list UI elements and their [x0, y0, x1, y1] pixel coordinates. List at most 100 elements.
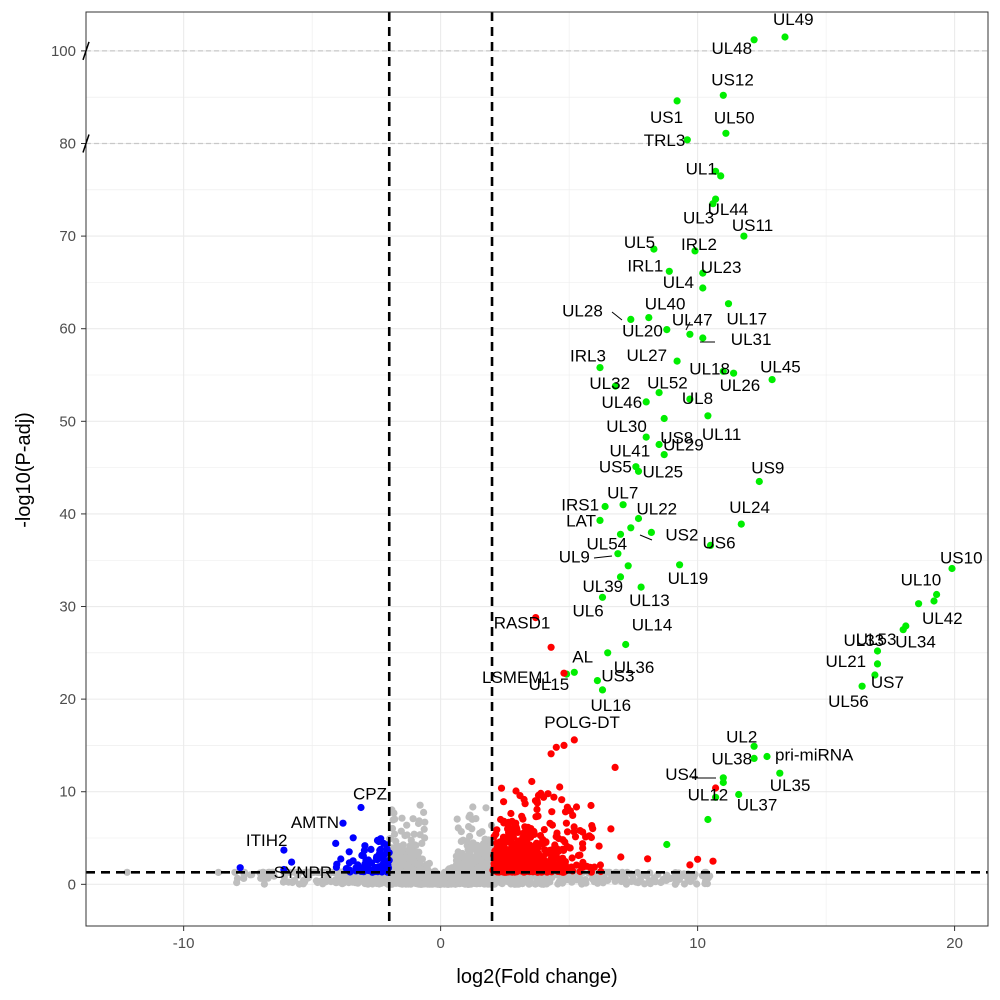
viral-point: [704, 412, 712, 420]
point-label: US2: [665, 525, 698, 544]
axis-break-mark: [82, 134, 90, 153]
point-label: UL37: [737, 796, 778, 815]
viral-point: [614, 550, 622, 558]
up-host-point: [595, 842, 603, 850]
point-label: UL5: [624, 233, 655, 252]
point-label: UL20: [622, 322, 663, 341]
up-host-point: [562, 819, 571, 827]
up-host-point: [686, 861, 694, 869]
up-host-point: [507, 830, 515, 838]
ns-point: [513, 880, 521, 888]
down-point: [362, 857, 370, 865]
ns-point: [421, 818, 429, 826]
ns-point: [345, 875, 353, 883]
ns-point: [480, 844, 489, 852]
viral-point: [673, 97, 681, 105]
ns-point: [401, 854, 409, 862]
viral-point: [634, 514, 643, 523]
viral-point: [719, 367, 727, 375]
y-tick-label: 40: [59, 506, 76, 523]
ns-point: [280, 873, 288, 881]
point-label: UL50: [714, 108, 755, 127]
point-label: SYNPR: [274, 863, 333, 882]
viral-point: [706, 541, 715, 550]
up-host-point: [587, 801, 595, 810]
up-host-point: [508, 841, 516, 849]
ns-point: [366, 877, 374, 885]
up-host-point: [588, 822, 596, 830]
point-label: LAT: [566, 511, 596, 530]
viral-point: [719, 778, 727, 787]
viral-point: [660, 414, 668, 423]
up-host-point: [644, 855, 652, 863]
up-host-point: [507, 809, 515, 818]
ns-point: [361, 876, 369, 884]
ns-point: [582, 879, 590, 887]
ns-point: [396, 880, 404, 888]
viral-point: [627, 524, 635, 532]
ns-point: [240, 874, 248, 883]
up-host-point: [566, 807, 575, 815]
point-label: pri-miRNA: [775, 746, 854, 765]
point-label: US4: [665, 765, 698, 784]
point-label: IRL2: [681, 235, 717, 254]
down-point: [358, 851, 366, 860]
ns-point: [123, 868, 131, 876]
label-connector: [593, 555, 613, 559]
ns-point: [459, 836, 467, 844]
point-label: UL25: [643, 462, 684, 481]
viral-point: [686, 395, 694, 403]
up-host-point: [579, 840, 587, 848]
up-host-point: [532, 614, 540, 622]
point-label: UL14: [632, 616, 673, 635]
up-host-point: [542, 850, 550, 858]
ns-point: [392, 837, 400, 846]
up-host-point: [523, 837, 531, 845]
ns-point: [478, 828, 486, 836]
ns-point: [700, 872, 708, 880]
point-label: UL6: [573, 601, 604, 620]
ns-point: [608, 873, 616, 881]
significant-points: [123, 33, 956, 876]
viral-point: [735, 790, 743, 799]
up-host-point: [523, 827, 532, 835]
up-host-point: [607, 825, 615, 833]
ns-point: [231, 868, 239, 876]
ns-point: [257, 874, 265, 882]
point-label: UL10: [901, 571, 942, 590]
point-label: UL26: [720, 376, 761, 395]
up-host-point: [536, 832, 545, 840]
up-host-point: [709, 857, 717, 865]
viral-point: [616, 573, 625, 581]
down-point: [352, 864, 360, 872]
y-tick-label: 60: [59, 321, 76, 338]
point-label: UL41: [610, 442, 651, 461]
down-point: [367, 845, 375, 854]
ns-point: [270, 872, 278, 880]
viral-point: [722, 129, 730, 137]
ns-point: [420, 825, 428, 833]
x-tick-label: 20: [946, 935, 963, 952]
viral-point: [596, 364, 604, 372]
up-host-point: [517, 848, 525, 856]
viral-point: [737, 520, 745, 528]
ns-point: [457, 828, 465, 836]
point-label: RASD1: [494, 614, 551, 633]
viral-point: [724, 300, 733, 308]
up-host-point: [522, 852, 530, 860]
ns-point: [389, 816, 397, 824]
plot-panel-border: [85, 11, 989, 927]
up-host-point: [534, 858, 543, 866]
up-host-point: [512, 823, 520, 832]
point-label: UL53: [856, 630, 897, 649]
label-connector: [611, 311, 623, 321]
up-host-point: [548, 846, 556, 854]
axis-break-mark: [82, 41, 90, 61]
up-host-point: [500, 849, 508, 858]
down-point: [357, 803, 365, 812]
viral-point: [642, 433, 650, 441]
point-label: UL16: [591, 696, 632, 715]
up-host-point: [540, 826, 548, 834]
